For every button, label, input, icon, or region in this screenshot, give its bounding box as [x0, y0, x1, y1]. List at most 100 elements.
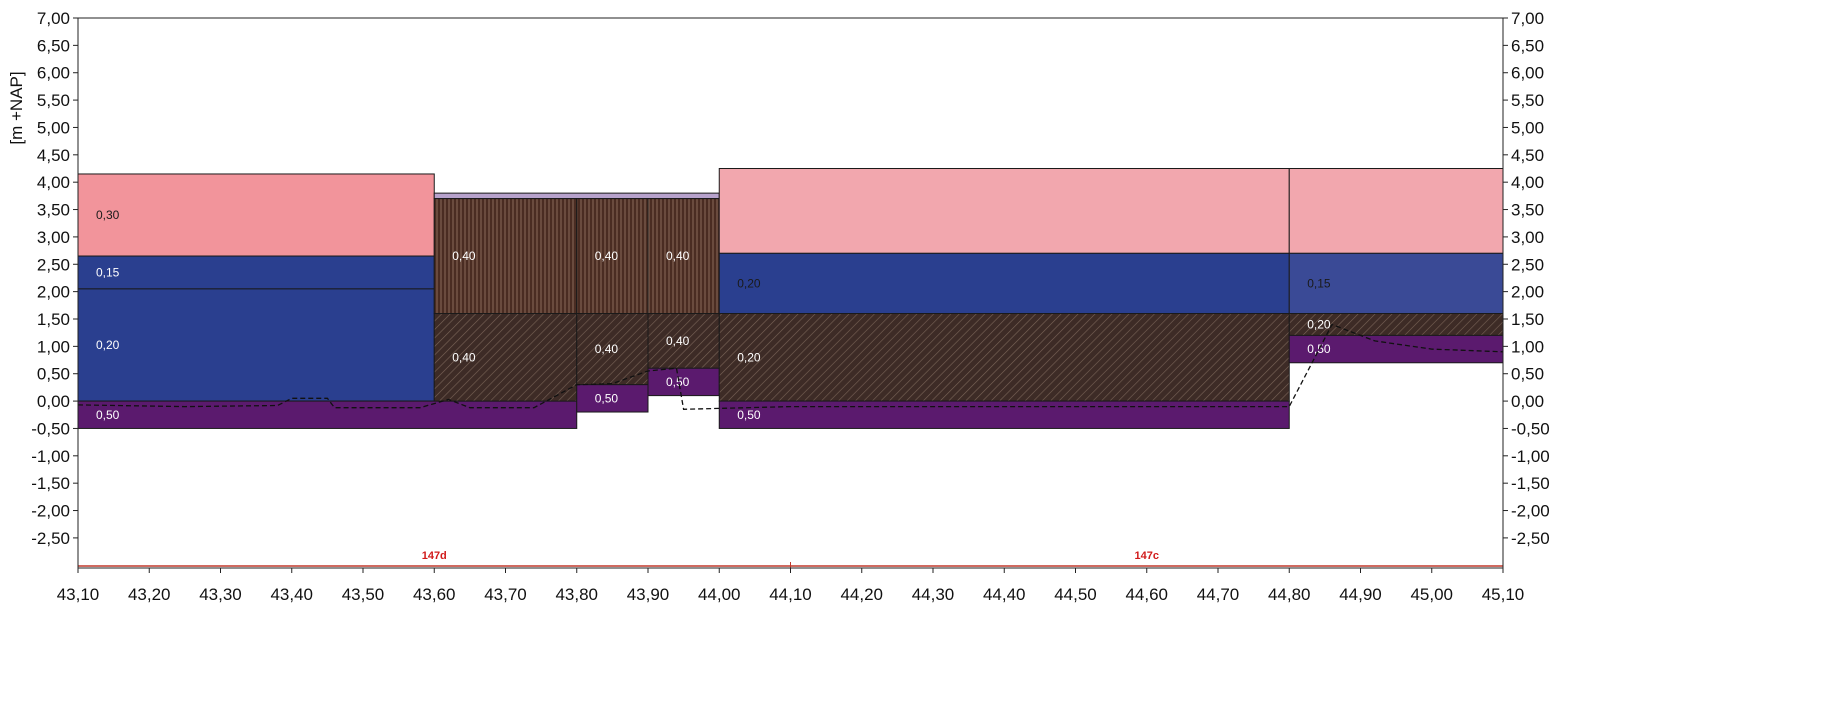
x-tick-label: 43,70: [484, 585, 527, 604]
layer-thickness-label: 0,50: [737, 408, 761, 422]
y-tick-label-right: 3,50: [1511, 201, 1544, 220]
y-tick-label-left: 3,50: [37, 201, 70, 220]
layer-thickness-label: 0,50: [1307, 342, 1331, 356]
x-tick-label: 43,20: [128, 585, 171, 604]
soil-layer-16: [718, 400, 1290, 429]
y-axis-label-group: [m +NAP]: [7, 71, 26, 144]
soil-layer-10: [647, 313, 720, 369]
y-tick-label-left: 6,00: [37, 64, 70, 83]
y-tick-label-left: 4,00: [37, 173, 70, 192]
y-tick-label-right: 7,00: [1511, 9, 1544, 28]
soil-layer-8: [433, 313, 578, 402]
layer-thickness-label: 0,40: [666, 334, 690, 348]
y-ticks-right: 7,00 6,50 6,00 5,50 5,00 4,50 4,00 3,50 3,00 2,50…: [1503, 9, 1550, 548]
y-tick-label-right: 1,50: [1511, 310, 1544, 329]
layer-thickness-label: 0,50: [595, 391, 619, 405]
x-tick-label: 43,90: [627, 585, 670, 604]
y-tick-label-left: 0,50: [37, 365, 70, 384]
layer-thickness-label: 0,40: [452, 350, 476, 364]
y-tick-label-right: 5,50: [1511, 91, 1544, 110]
y-tick-label-right: 4,00: [1511, 173, 1544, 192]
x-tick-label: 43,10: [57, 585, 100, 604]
x-tick-label: 45,00: [1410, 585, 1453, 604]
ground-profile: [77, 323, 1504, 410]
y-tick-label-left: -2,00: [31, 502, 70, 521]
y-tick-label-right: 2,50: [1511, 255, 1544, 274]
y-tick-label-right: 5,00: [1511, 118, 1544, 137]
x-tick-label: 44,00: [698, 585, 741, 604]
layer-labels: 0,30 0,15 0,20 0,50 0,40 0,40 0,40 0,40 0,40 0,40…: [96, 208, 1331, 422]
y-tick-label-right: 0,00: [1511, 392, 1544, 411]
layer-thickness-label: 0,50: [666, 375, 690, 389]
layer-thickness-label: 0,30: [96, 208, 120, 222]
y-tick-label-right: -2,50: [1511, 529, 1550, 548]
x-tick-label: 43,50: [342, 585, 385, 604]
layer-thickness-label: 0,20: [1307, 317, 1331, 331]
x-tick-label: 44,50: [1054, 585, 1097, 604]
soil-layer-7: [647, 198, 720, 315]
y-tick-label-right: 6,00: [1511, 64, 1544, 83]
soil-layer-12: [647, 367, 720, 397]
x-tick-label: 44,80: [1268, 585, 1311, 604]
soil-layer-20: [1288, 334, 1504, 364]
soil-layer-5: [433, 198, 578, 315]
x-tick-label: 44,30: [912, 585, 955, 604]
y-tick-label-left: -1,50: [31, 474, 70, 493]
y-tick-label-left: 2,00: [37, 283, 70, 302]
layer-thickness-label: 0,20: [737, 276, 761, 290]
layer-thickness-label: 0,40: [666, 249, 690, 263]
layer-thickness-label: 0,20: [737, 350, 761, 364]
y-tick-label-right: 3,00: [1511, 228, 1544, 247]
soil-layer-14: [718, 252, 1290, 315]
y-tick-label-left: 0,00: [37, 392, 70, 411]
y-tick-label-left: 7,00: [37, 9, 70, 28]
x-tick-label: 45,10: [1482, 585, 1525, 604]
y-tick-label-right: -1,50: [1511, 474, 1550, 493]
x-tick-label: 44,70: [1197, 585, 1240, 604]
y-tick-label-right: 0,50: [1511, 365, 1544, 384]
x-tick-label: 44,10: [769, 585, 812, 604]
x-tick-label: 44,20: [840, 585, 883, 604]
layer-thickness-label: 0,20: [96, 338, 120, 352]
x-tick-label: 44,40: [983, 585, 1026, 604]
y-tick-label-right: -0,50: [1511, 419, 1550, 438]
y-tick-label-right: -2,00: [1511, 502, 1550, 521]
x-tick-label: 43,40: [270, 585, 313, 604]
segment-label: 147c: [1135, 550, 1159, 562]
soil-layer-3: [77, 400, 578, 429]
soil-layer-11: [576, 384, 649, 413]
soil-layer-1: [77, 255, 435, 290]
y-tick-label-left: 2,50: [37, 255, 70, 274]
layer-thickness-label: 0,15: [96, 265, 120, 279]
layer-thickness-label: 0,40: [595, 249, 619, 263]
y-tick-label-left: 1,50: [37, 310, 70, 329]
y-tick-label-right: -1,00: [1511, 447, 1550, 466]
layer-thickness-label: 0,40: [452, 249, 476, 263]
x-ticks: 43,10 43,20 43,30 43,40 43,50 43,60 43,70 43,80…: [57, 568, 1525, 604]
soil-layer-13: [718, 167, 1290, 254]
soil-layer-15: [718, 313, 1290, 402]
y-axis-title: [m +NAP]: [7, 71, 26, 144]
y-tick-label-left: 5,00: [37, 118, 70, 137]
y-ticks-left: 7,00 6,50 6,00 5,50 5,00 4,50 4,00 3,50 3,00 2,50…: [31, 9, 78, 548]
segment-label: 147d: [422, 550, 447, 562]
layer-thickness-label: 0,15: [1307, 276, 1331, 290]
y-tick-label-right: 2,00: [1511, 283, 1544, 302]
y-tick-label-right: 6,50: [1511, 36, 1544, 55]
soil-layer-17: [1288, 167, 1504, 254]
x-tick-label: 43,30: [199, 585, 242, 604]
y-tick-label-left: 4,50: [37, 146, 70, 165]
x-tick-label: 44,60: [1125, 585, 1168, 604]
segment-bar: 147d 147c: [78, 550, 1503, 570]
layer-thickness-label: 0,50: [96, 408, 120, 422]
layer-thickness-label: 0,40: [595, 342, 619, 356]
y-tick-label-left: 6,50: [37, 36, 70, 55]
y-tick-label-right: 4,50: [1511, 146, 1544, 165]
ground-profile-line: [77, 323, 1504, 410]
soil-layer-6: [576, 198, 649, 315]
x-tick-label: 43,60: [413, 585, 456, 604]
y-tick-label-left: -1,00: [31, 447, 70, 466]
y-tick-label-right: 1,00: [1511, 337, 1544, 356]
soil-layer-2: [77, 288, 435, 402]
